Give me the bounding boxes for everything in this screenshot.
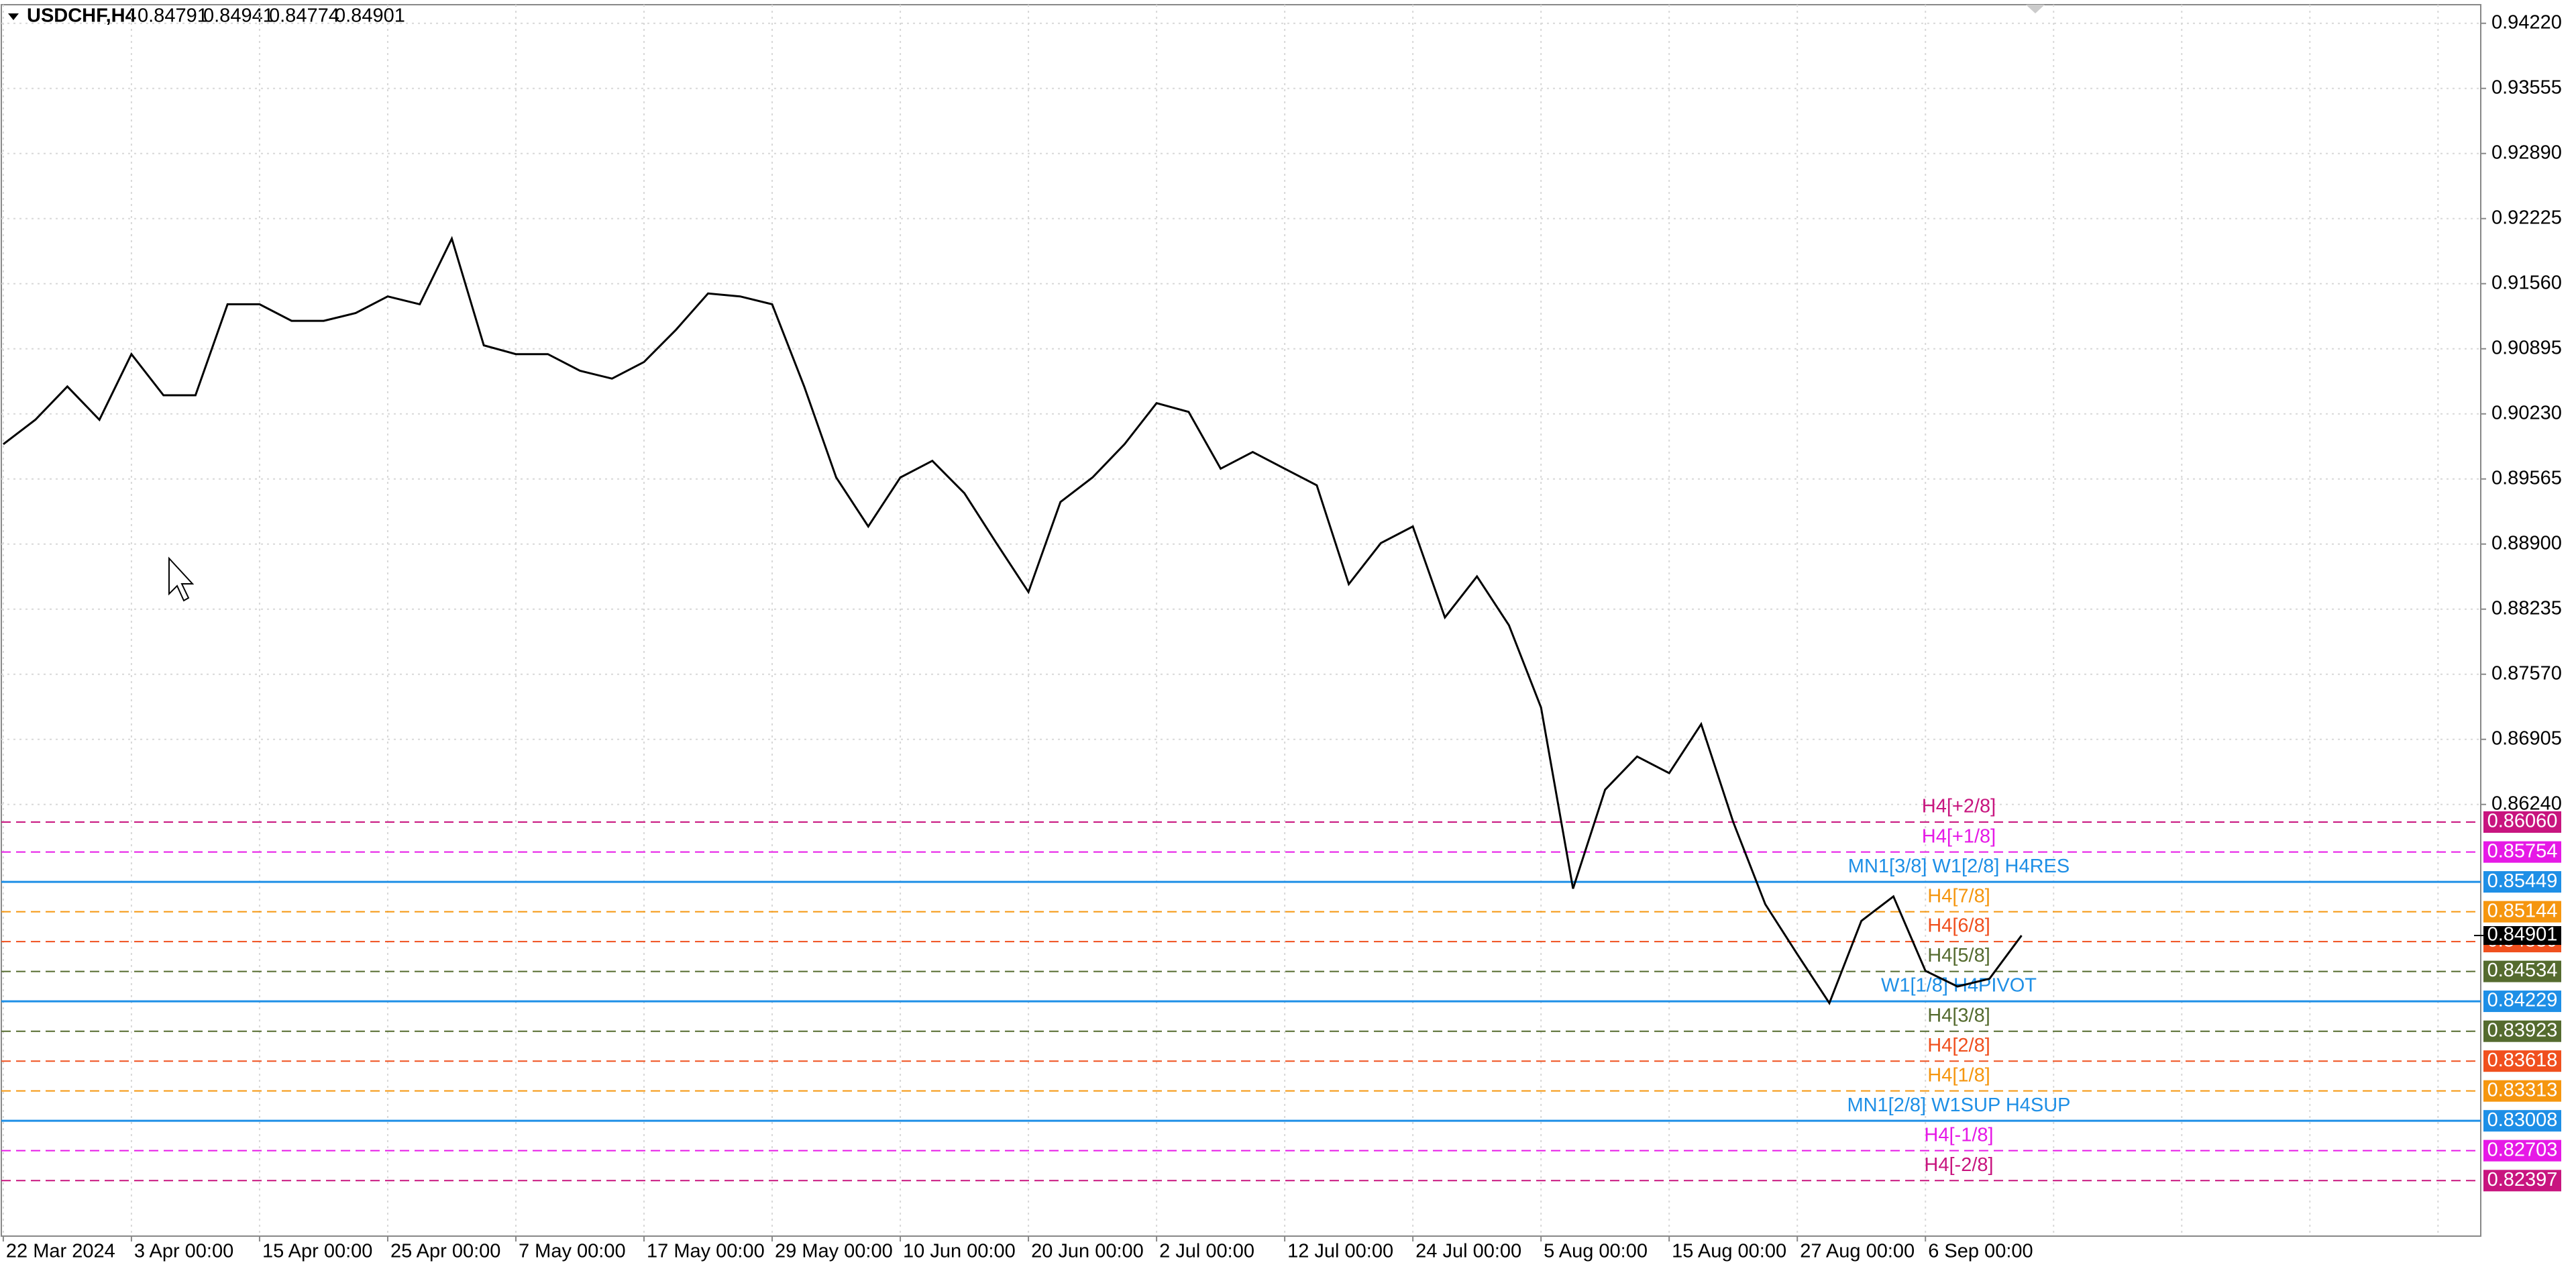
y-tick-label: 0.86240 bbox=[2491, 793, 2562, 814]
level-name: MN1[2/8] W1SUP H4SUP bbox=[1847, 1095, 2070, 1116]
x-tick-label: 7 May 00:00 bbox=[519, 1241, 626, 1262]
y-tick-label: 0.92890 bbox=[2491, 142, 2562, 163]
price-tag bbox=[2483, 1080, 2561, 1102]
x-tick-label: 10 Jun 00:00 bbox=[903, 1241, 1016, 1262]
x-tick-label: 29 May 00:00 bbox=[775, 1241, 893, 1262]
shift-marker bbox=[2026, 5, 2045, 13]
x-tick-label: 24 Jul 00:00 bbox=[1415, 1241, 1521, 1262]
x-tick-label: 3 Apr 00:00 bbox=[134, 1241, 233, 1262]
level-name: H4[+1/8] bbox=[1922, 825, 1996, 847]
price-tag-label: 0.82397 bbox=[2487, 1169, 2558, 1190]
price-tag-label: 0.85144 bbox=[2487, 900, 2558, 921]
y-tick-label: 0.94220 bbox=[2491, 11, 2562, 33]
price-tag bbox=[2483, 1170, 2561, 1192]
x-tick-label: 17 May 00:00 bbox=[647, 1241, 765, 1262]
price-tag bbox=[2483, 901, 2561, 923]
price-line bbox=[2, 236, 2023, 1006]
y-tick-label: 0.88235 bbox=[2491, 597, 2562, 619]
bid-tag bbox=[2483, 926, 2561, 946]
y-tick-label: 0.87570 bbox=[2491, 662, 2562, 684]
level-name: H4[7/8] bbox=[1927, 885, 1990, 907]
level-name: H4[-1/8] bbox=[1924, 1124, 1993, 1146]
x-tick-label: 20 Jun 00:00 bbox=[1031, 1241, 1144, 1262]
level-name: MN1[3/8] W1[2/8] H4RES bbox=[1848, 856, 2070, 877]
y-tick-label: 0.86905 bbox=[2491, 727, 2562, 749]
level-name: H4[3/8] bbox=[1927, 1005, 1990, 1026]
level-name: H4[1/8] bbox=[1927, 1064, 1990, 1086]
price-tag-label: 0.84229 bbox=[2487, 990, 2558, 1011]
x-tick-label: 12 Jul 00:00 bbox=[1287, 1241, 1393, 1262]
menu-arrow[interactable] bbox=[8, 13, 19, 20]
price-tag-label: 0.85754 bbox=[2487, 840, 2558, 862]
y-tick-label: 0.90895 bbox=[2491, 337, 2562, 358]
price-tag bbox=[2483, 871, 2561, 893]
price-tag bbox=[2483, 841, 2561, 863]
price-tag bbox=[2483, 1020, 2561, 1042]
x-tick-label: 25 Apr 00:00 bbox=[390, 1241, 500, 1262]
level-name: H4[+2/8] bbox=[1922, 796, 1996, 817]
bid-tag-label: 0.84901 bbox=[2487, 924, 2558, 946]
y-tick-label: 0.92225 bbox=[2491, 207, 2562, 228]
price-tag-label: 0.82703 bbox=[2487, 1139, 2558, 1160]
price-tag-label: 0.83923 bbox=[2487, 1019, 2558, 1041]
x-tick-label: 15 Apr 00:00 bbox=[262, 1241, 372, 1262]
y-tick-label: 0.90230 bbox=[2491, 402, 2562, 423]
price-tag bbox=[2483, 1050, 2561, 1072]
y-tick-label: 0.93555 bbox=[2491, 77, 2562, 98]
x-tick-label: 6 Sep 00:00 bbox=[1928, 1241, 2033, 1262]
price-tag bbox=[2483, 1139, 2561, 1162]
x-tick-label: 15 Aug 00:00 bbox=[1672, 1241, 1786, 1262]
price-tag bbox=[2483, 1110, 2561, 1132]
price-tag-label: 0.83313 bbox=[2487, 1079, 2558, 1101]
y-tick-label: 0.88900 bbox=[2491, 532, 2562, 554]
price-tag-label: 0.83618 bbox=[2487, 1050, 2558, 1071]
price-tag bbox=[2483, 811, 2561, 833]
price-tag-label: 0.85449 bbox=[2487, 870, 2558, 892]
level-name: H4[6/8] bbox=[1927, 915, 1990, 937]
y-tick-label: 0.89565 bbox=[2491, 467, 2562, 489]
mouse-cursor bbox=[168, 556, 195, 602]
price-tag-label: 0.84534 bbox=[2487, 960, 2558, 981]
price-tag bbox=[2483, 960, 2561, 982]
level-name: H4[5/8] bbox=[1927, 945, 1990, 966]
x-tick-label: 27 Aug 00:00 bbox=[1800, 1241, 1915, 1262]
price-tag-label: 0.83008 bbox=[2487, 1109, 2558, 1131]
level-name: H4[2/8] bbox=[1927, 1035, 1990, 1056]
x-tick-label: 22 Mar 2024 bbox=[6, 1241, 115, 1262]
x-tick-label: 2 Jul 00:00 bbox=[1159, 1241, 1254, 1262]
level-name: H4[-2/8] bbox=[1924, 1154, 1993, 1176]
price-tag bbox=[2483, 991, 2561, 1013]
price-tag-label: 0.86060 bbox=[2487, 811, 2558, 832]
plot-frame bbox=[1, 4, 2481, 1237]
y-tick-label: 0.91560 bbox=[2491, 272, 2562, 293]
x-tick-label: 5 Aug 00:00 bbox=[1544, 1241, 1648, 1262]
